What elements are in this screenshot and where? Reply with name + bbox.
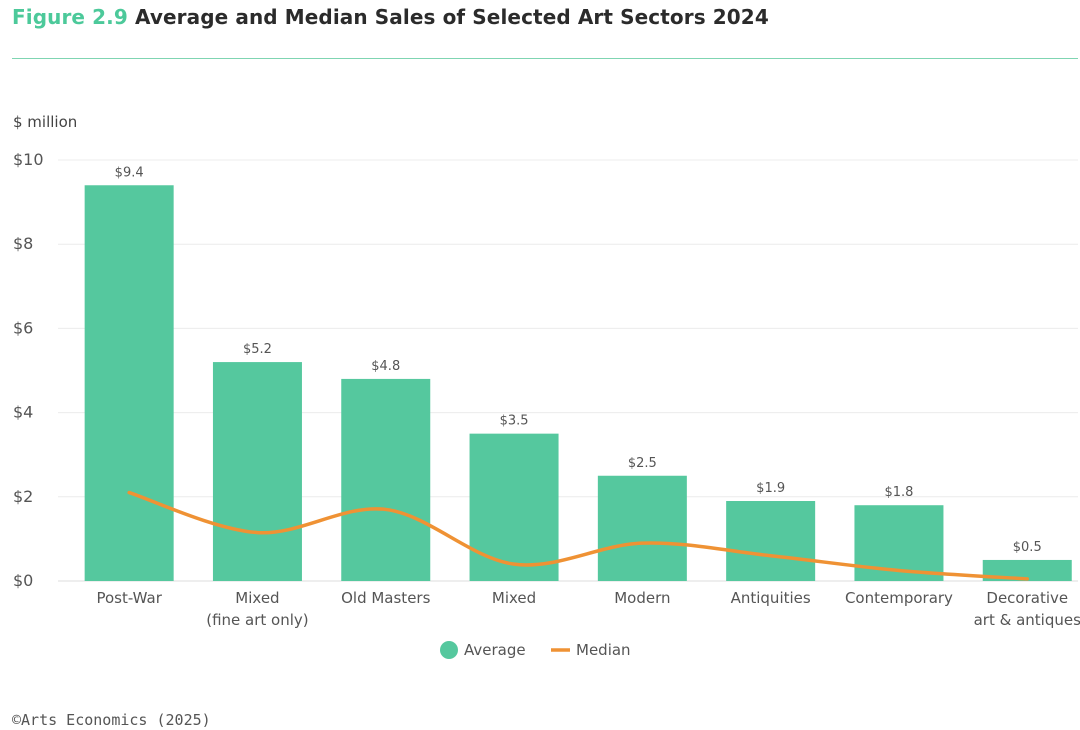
bar-value-label: $1.8 [884,485,913,500]
average-bars [84,185,1072,581]
y-axis-unit-label: $ million [13,113,77,131]
x-category-label: Old Masters [341,589,430,607]
bar-value-label: $5.2 [243,342,272,357]
median-line [127,490,1029,581]
legend: Average Median [440,641,631,659]
x-category-label: Modern [614,589,670,607]
bar-average [726,501,816,581]
bar-value-label: $1.9 [756,481,785,496]
x-category-label: Mixed [492,589,536,607]
bar-average [212,362,302,581]
bar-value-label: $9.4 [115,165,144,180]
bar-average [469,433,559,581]
title-divider [12,58,1078,59]
x-category-label: Antiquities [731,589,811,607]
median-line-path [127,490,1029,581]
legend-average-label: Average [464,641,526,659]
bar-average [84,185,174,581]
bar-average [597,475,687,581]
bar-value-label: $4.8 [371,359,400,374]
sales-chart: $ million $0 $2 $4 $6 $8 $10 $9.4 $5.2 $4.8 $3.5… [13,113,1080,659]
figure-label: Figure 2.9 [12,5,128,29]
y-tick-label: $8 [13,234,33,253]
legend-median-label: Median [576,641,631,659]
y-tick-label: $2 [13,487,33,506]
bar-average [982,559,1072,581]
y-tick-label: $10 [13,150,44,169]
y-axis: $0 $2 $4 $6 $8 $10 [13,150,44,590]
x-category-label: Mixed (fine art only) [206,589,308,629]
y-tick-label: $4 [13,403,33,422]
chart-title: Figure 2.9 Average and Median Sales of S… [12,5,769,29]
bar-average [341,378,431,581]
y-tick-label: $0 [13,571,33,590]
bar-value-label: $2.5 [628,456,657,471]
y-tick-label: $6 [13,318,33,337]
bar-value-labels: $9.4 $5.2 $4.8 $3.5 $2.5 $1.9 $1.8 $0.5 [115,165,1042,555]
source-credit: ©Arts Economics (2025) [12,711,211,729]
x-axis: Post-War Mixed (fine art only) Old Masters M… [96,589,1080,629]
x-category-label: Contemporary [845,589,953,607]
x-category-label: Decorative art & antiques [974,589,1080,629]
figure-title: Average and Median Sales of Selected Art… [134,5,769,29]
legend-average-swatch [440,641,458,659]
x-category-label: Post-War [96,589,162,607]
bar-value-label: $3.5 [500,414,529,429]
bar-value-label: $0.5 [1013,540,1042,555]
